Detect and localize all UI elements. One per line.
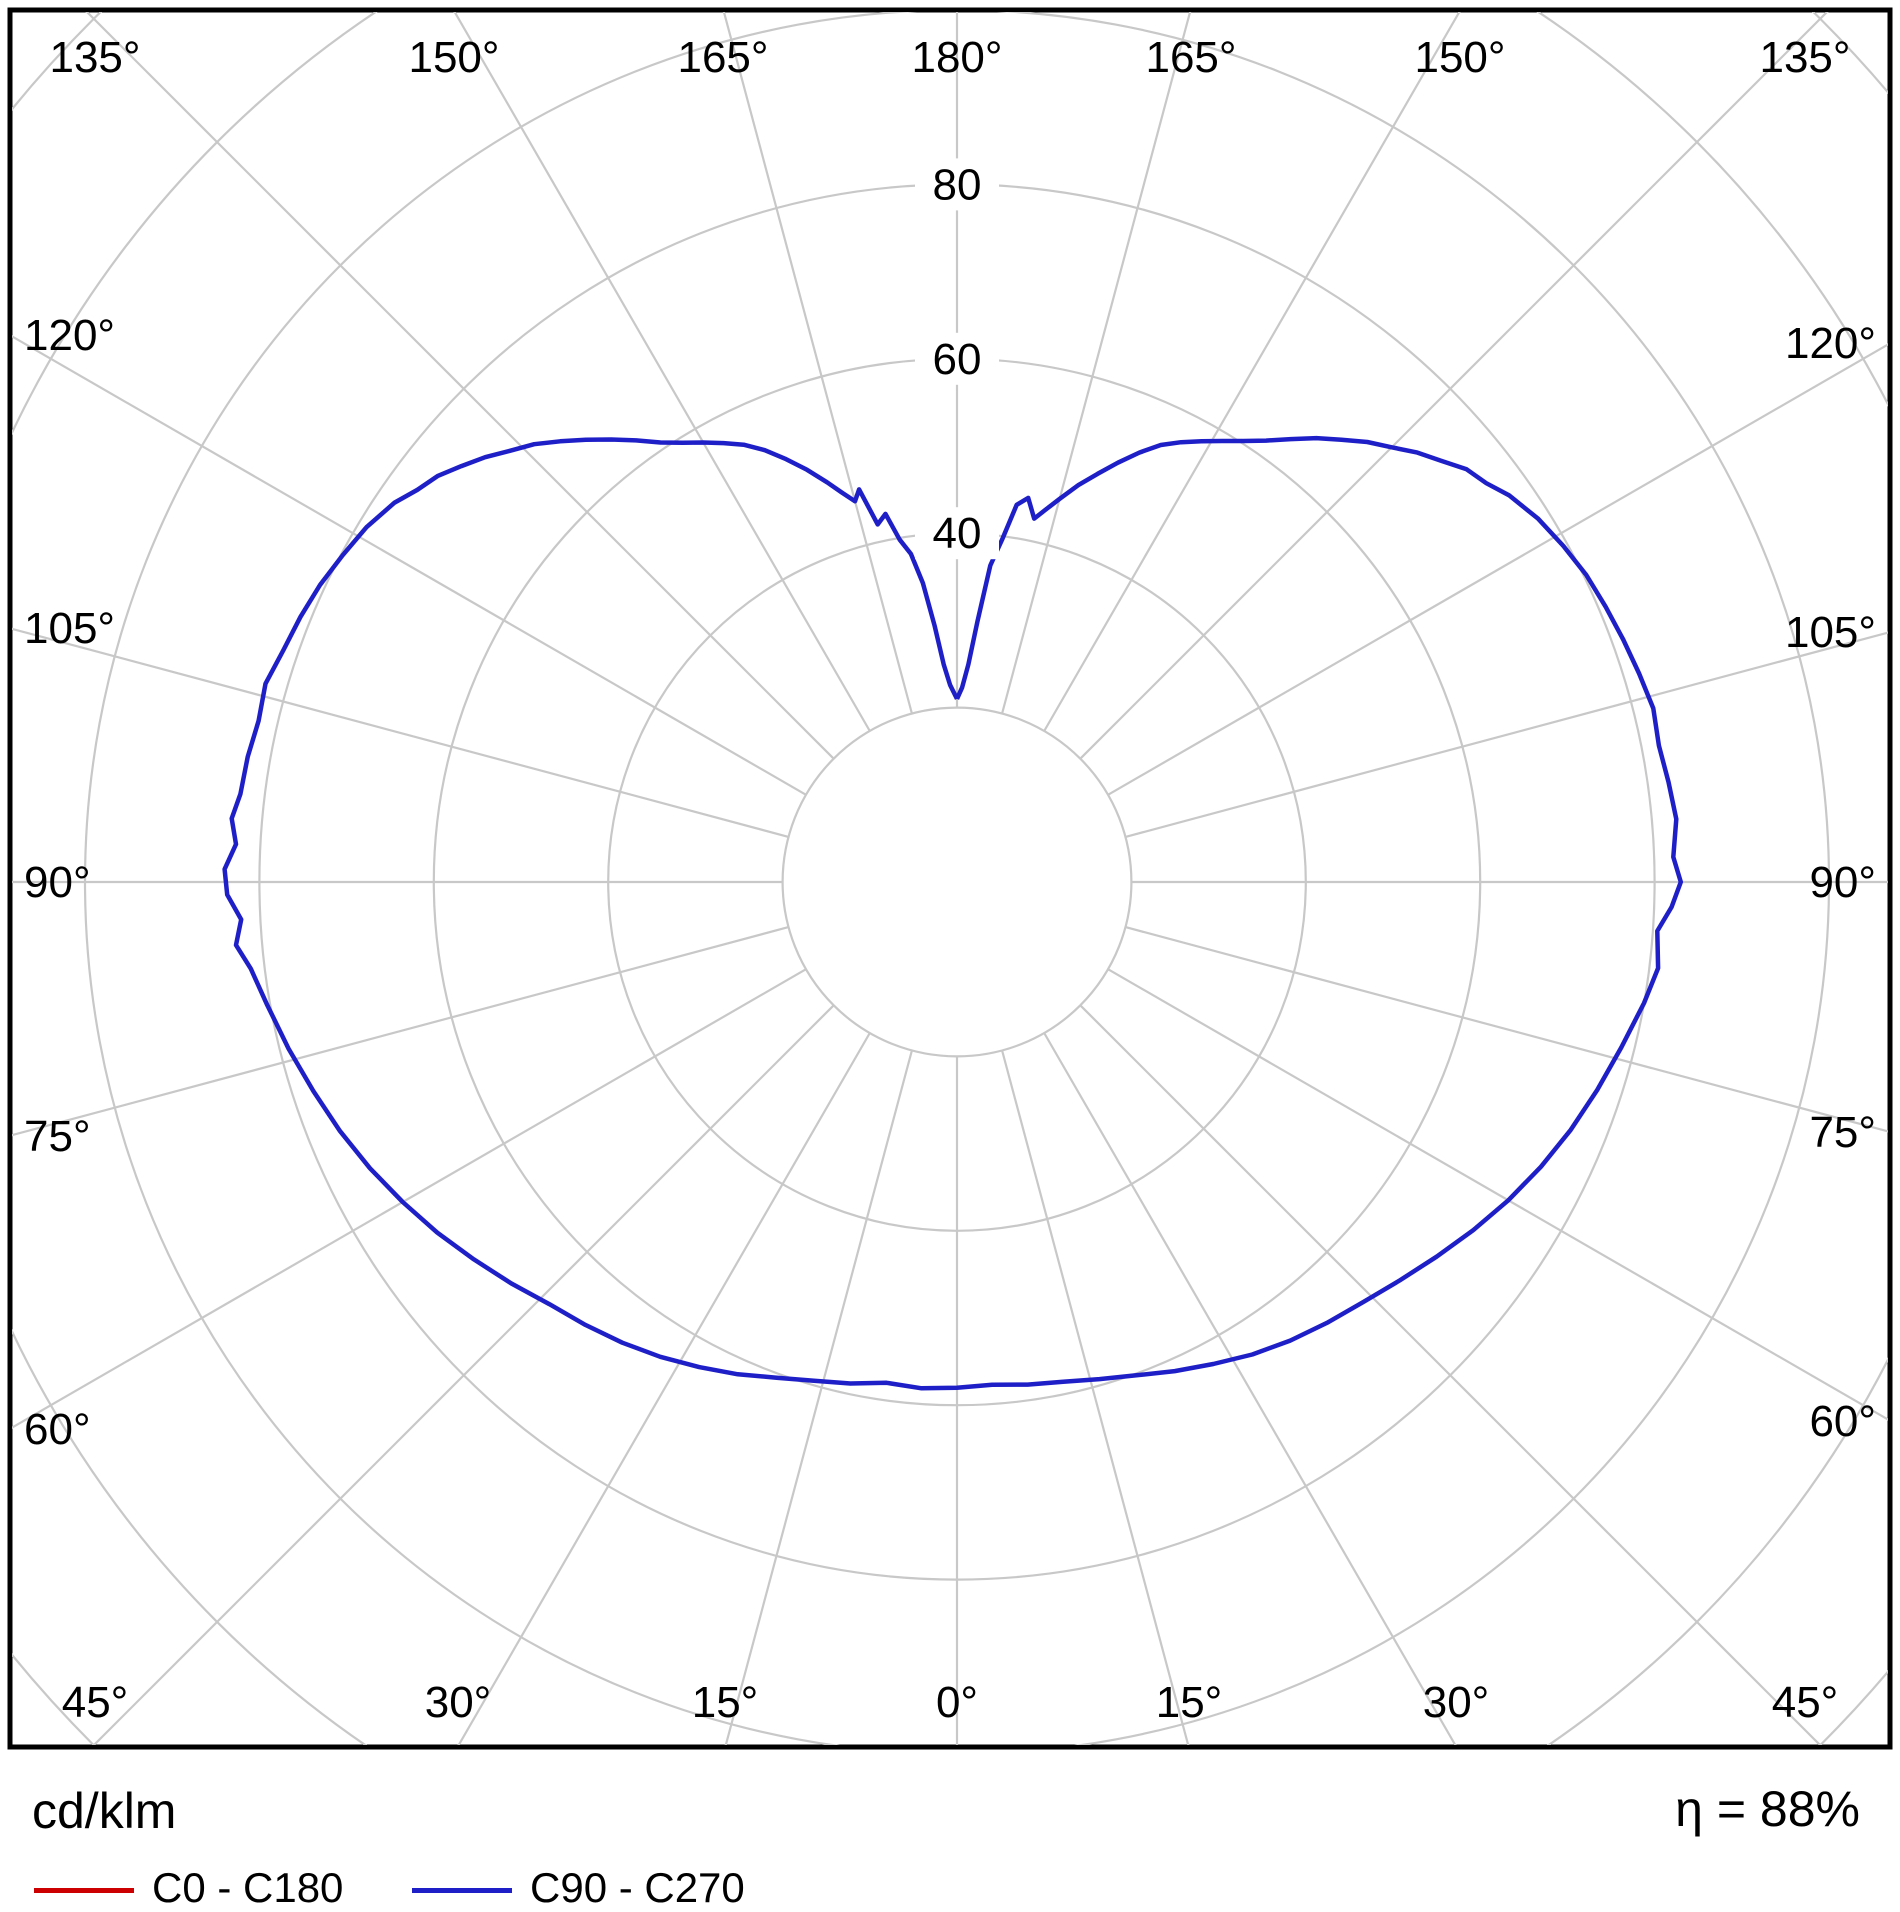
angle-label: 45° — [62, 1678, 129, 1727]
angle-label: 150° — [1414, 33, 1505, 82]
angle-label: 15° — [692, 1678, 759, 1727]
angle-label: 30° — [1423, 1678, 1490, 1727]
radial-tick-label: 40 — [933, 509, 982, 558]
angle-label: 30° — [425, 1678, 492, 1727]
angle-label: 165° — [1145, 33, 1236, 82]
angle-label: 0° — [936, 1678, 978, 1727]
legend-label-c90-c270: C90 - C270 — [530, 1864, 745, 1912]
efficiency-label: η = 88% — [1675, 1780, 1860, 1838]
radial-tick-label: 60 — [933, 335, 982, 384]
angle-label: 90° — [24, 858, 91, 907]
angle-label: 105° — [1785, 608, 1876, 657]
angle-label: 90° — [1809, 858, 1876, 907]
angle-label: 120° — [1785, 319, 1876, 368]
angle-label: 75° — [24, 1112, 91, 1161]
angle-label: 105° — [24, 604, 115, 653]
unit-label: cd/klm — [32, 1782, 176, 1840]
angle-label: 15° — [1156, 1678, 1223, 1727]
angle-label: 135° — [1759, 33, 1850, 82]
angle-label: 150° — [408, 33, 499, 82]
legend-swatch-c90-c270 — [412, 1888, 512, 1893]
angle-label: 75° — [1809, 1108, 1876, 1157]
chart-frame — [10, 10, 1890, 1747]
angle-label: 60° — [24, 1405, 91, 1454]
angle-label: 165° — [677, 33, 768, 82]
legend-label-c0-c180: C0 - C180 — [152, 1864, 343, 1912]
angle-label: 180° — [911, 33, 1002, 82]
legend-swatch-c0-c180 — [34, 1888, 134, 1893]
angle-label: 135° — [49, 33, 140, 82]
angle-label: 120° — [24, 311, 115, 360]
angle-label: 45° — [1772, 1678, 1839, 1727]
angle-label: 60° — [1809, 1397, 1876, 1446]
radial-tick-label: 80 — [933, 160, 982, 209]
